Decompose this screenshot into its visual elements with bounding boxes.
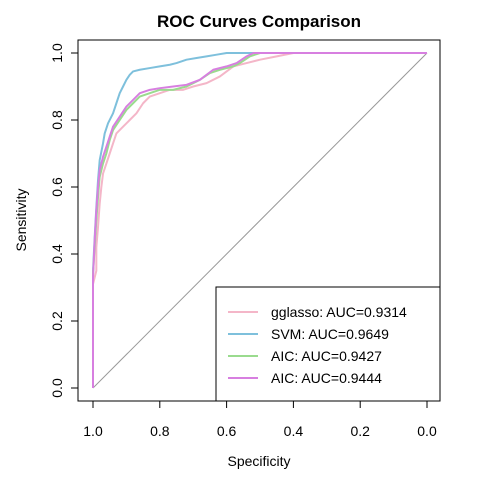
legend-label-4: AIC: AUC=0.9444	[271, 370, 382, 386]
x-tick-label: 0.8	[150, 423, 170, 439]
legend-label-2: SVM: AUC=0.9649	[271, 326, 389, 342]
series-line-4	[92, 52, 427, 388]
x-tick-label: 0.0	[417, 423, 437, 439]
y-tick-label: 0.8	[49, 110, 65, 130]
y-axis-label: Sensitivity	[13, 188, 29, 251]
x-tick-label: 0.6	[217, 423, 237, 439]
legend: gglasso: AUC=0.9314 SVM: AUC=0.9649 AIC: A…	[215, 286, 441, 402]
chart-title: ROC Curves Comparison	[157, 12, 361, 31]
y-tick-label: 1.0	[49, 43, 65, 63]
x-tick-label: 1.0	[83, 423, 103, 439]
series-line-1	[92, 52, 427, 388]
y-axis: 0.0 0.2 0.4 0.6 0.8 1.0	[49, 43, 79, 398]
y-tick-label: 0.6	[49, 177, 65, 197]
x-axis-label: Specificity	[227, 453, 290, 469]
y-tick-label: 0.2	[49, 311, 65, 331]
legend-label-1: gglasso: AUC=0.9314	[271, 304, 407, 320]
diagonal-reference-layer	[92, 52, 428, 389]
diagonal-reference-line	[92, 52, 428, 389]
legend-label-3: AIC: AUC=0.9427	[271, 348, 382, 364]
x-tick-label: 0.4	[284, 423, 304, 439]
series-layer	[92, 52, 427, 388]
y-tick-label: 0.0	[49, 378, 65, 398]
x-tick-label: 0.2	[350, 423, 370, 439]
legend-box	[215, 286, 441, 402]
series-line-2	[92, 52, 427, 388]
x-axis: 1.0 0.8 0.6 0.4 0.2 0.0	[83, 400, 437, 439]
y-tick-label: 0.4	[49, 244, 65, 264]
